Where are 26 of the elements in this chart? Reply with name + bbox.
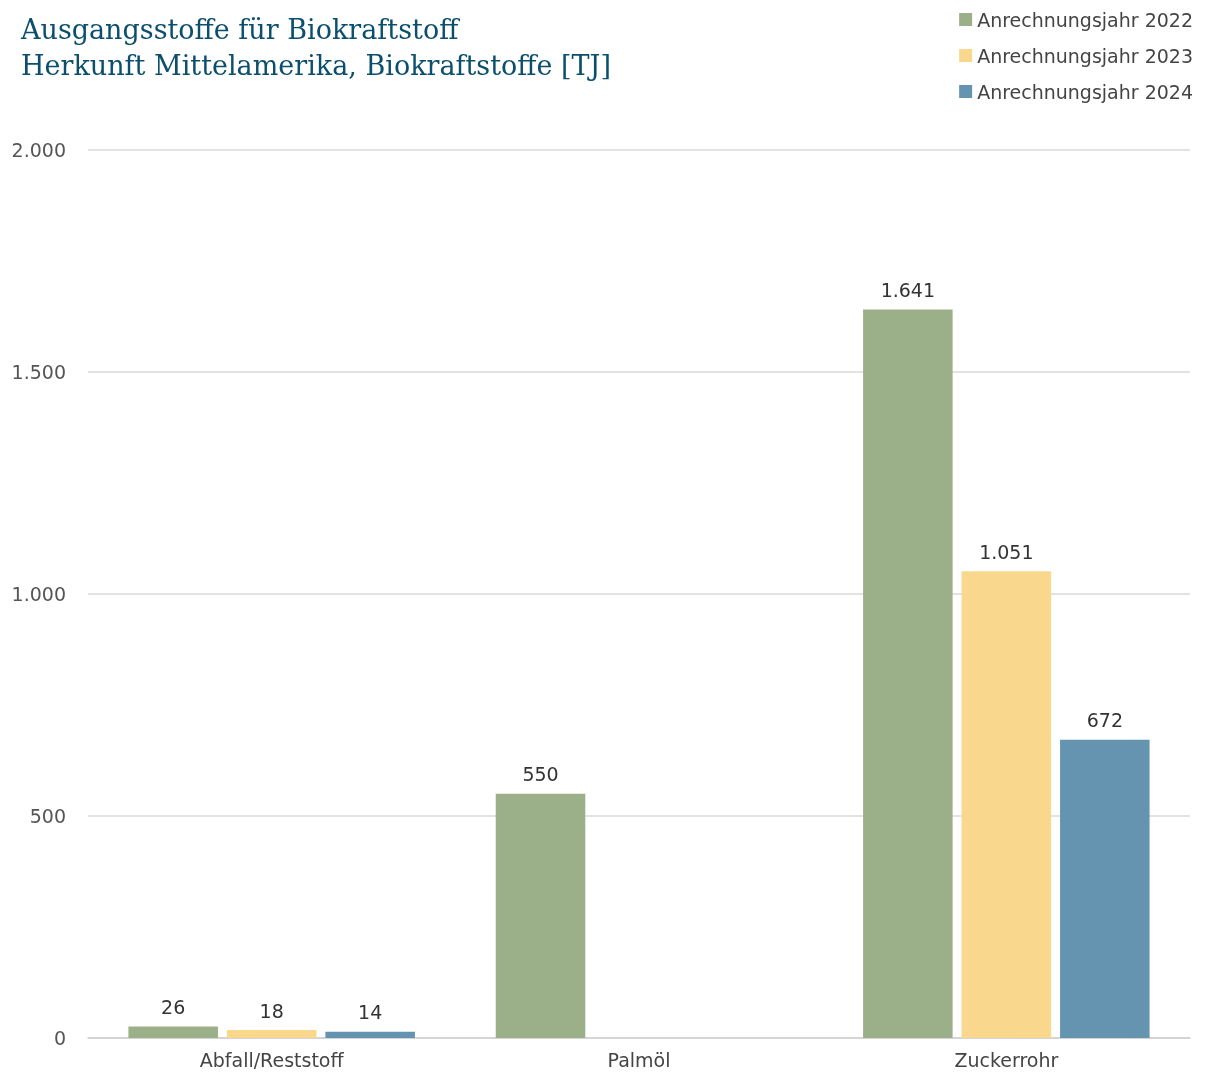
x-tick-label: Abfall/Reststoff bbox=[199, 1048, 345, 1071]
bar bbox=[495, 793, 586, 1038]
data-label: 14 bbox=[358, 1001, 383, 1024]
bar bbox=[128, 1026, 218, 1038]
legend-label: Anrechnungsjahr 2024 bbox=[977, 80, 1194, 103]
data-label: 1.641 bbox=[880, 278, 936, 301]
y-tick-label: 1.500 bbox=[11, 361, 66, 383]
bar bbox=[961, 571, 1052, 1038]
y-tick-label: 0 bbox=[53, 1027, 66, 1049]
legend-label: Anrechnungsjahr 2023 bbox=[977, 44, 1194, 67]
y-tick-label: 2.000 bbox=[11, 139, 66, 161]
y-tick-label: 500 bbox=[29, 805, 66, 827]
bar bbox=[325, 1031, 415, 1038]
x-tick-label: Palmöl bbox=[607, 1048, 671, 1071]
data-label: 18 bbox=[259, 999, 284, 1022]
bar bbox=[226, 1030, 317, 1038]
y-tick-label: 1.000 bbox=[11, 583, 66, 605]
data-label: 672 bbox=[1086, 709, 1123, 732]
data-label: 26 bbox=[161, 995, 186, 1018]
legend-label: Anrechnungsjahr 2022 bbox=[977, 8, 1194, 31]
bar bbox=[863, 309, 953, 1038]
data-label: 1.051 bbox=[979, 540, 1034, 563]
data-label: 550 bbox=[522, 763, 559, 786]
chart-title: Ausgangsstoffe für Biokraftstoff Herkunft Mittelamerika, Biokraftstoffe [TJ] bbox=[20, 13, 611, 81]
x-tick-label: Zuckerrohr bbox=[954, 1048, 1059, 1071]
bar bbox=[1060, 739, 1150, 1038]
